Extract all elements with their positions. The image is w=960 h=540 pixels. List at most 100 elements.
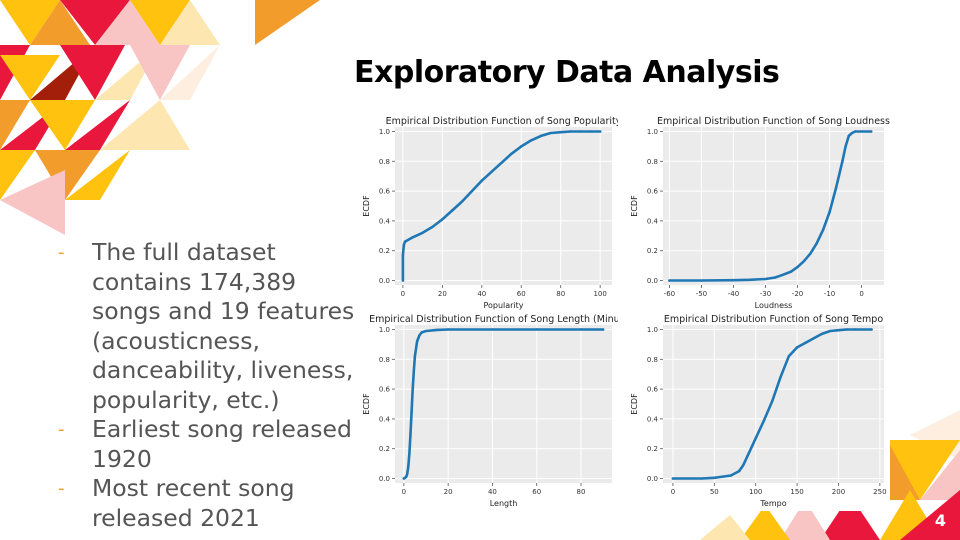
x-tick-label: 100 xyxy=(749,488,762,496)
ecdf-point xyxy=(490,170,493,173)
plot-area xyxy=(395,325,612,483)
x-tick-label: 150 xyxy=(790,488,803,496)
ecdf-point xyxy=(441,218,444,221)
ecdf-point xyxy=(480,179,483,182)
x-tick-label: -20 xyxy=(792,290,803,298)
ecdf-point xyxy=(828,210,831,214)
ecdf-point xyxy=(405,472,409,476)
ecdf-point xyxy=(773,276,777,279)
x-tick-label: 0 xyxy=(859,290,863,298)
x-axis-label: Loudness xyxy=(755,301,793,310)
x-tick-label: -10 xyxy=(824,290,835,298)
y-tick-label: 0.8 xyxy=(647,356,658,364)
ecdf-point xyxy=(771,399,774,403)
y-tick-label: 0.4 xyxy=(647,415,659,423)
chart-length-ecdf: Empirical Distribution Function of Song … xyxy=(360,311,618,511)
y-tick-label: 0.6 xyxy=(379,386,391,394)
ecdf-point xyxy=(401,279,405,282)
ecdf-point xyxy=(535,328,538,331)
ecdf-point xyxy=(598,130,602,133)
ecdf-point xyxy=(424,329,428,333)
chart-popularity-ecdf: Empirical Distribution Function of Song … xyxy=(360,113,618,313)
ecdf-point xyxy=(869,130,873,133)
ecdf-point xyxy=(404,475,408,479)
ecdf-point xyxy=(853,328,857,331)
ecdf-point xyxy=(779,375,782,379)
y-tick-label: 1.0 xyxy=(647,128,658,136)
ecdf-point xyxy=(412,370,416,373)
ecdf-point xyxy=(460,200,464,203)
ecdf-point xyxy=(789,270,793,273)
ecdf-point xyxy=(431,225,434,229)
y-tick-label: 0.2 xyxy=(647,247,658,255)
ecdf-point xyxy=(421,231,424,235)
bullet-item: - Earliest song released 1920 xyxy=(58,415,358,474)
bullet-text: The full dataset contains 174,389 songs … xyxy=(92,238,355,414)
y-tick-label: 1.0 xyxy=(647,326,658,334)
y-tick-label: 1.0 xyxy=(379,128,390,136)
plot-area xyxy=(395,127,612,285)
ecdf-point xyxy=(870,328,873,331)
y-tick-label: 0.8 xyxy=(379,158,390,166)
ecdf-point xyxy=(737,469,741,473)
ecdf-point xyxy=(510,152,513,156)
ecdf-point xyxy=(579,328,583,331)
y-tick-label: 0.4 xyxy=(379,415,391,423)
x-tick-label: 100 xyxy=(593,290,606,298)
y-tick-label: 0.4 xyxy=(379,217,391,225)
x-tick-label: 250 xyxy=(873,488,886,496)
ecdf-point xyxy=(828,329,832,333)
ecdf-point xyxy=(420,331,423,334)
ecdf-point xyxy=(411,236,414,239)
ecdf-point xyxy=(780,274,783,277)
ecdf-series-line xyxy=(401,130,602,282)
x-tick-label: 80 xyxy=(577,488,586,496)
y-tick-label: 1.0 xyxy=(379,326,390,334)
ecdf-point xyxy=(409,432,412,436)
ecdf-point xyxy=(601,328,605,331)
y-axis-label: ECDF xyxy=(630,195,639,217)
ecdf-point xyxy=(559,131,562,134)
x-tick-label: -50 xyxy=(696,290,707,298)
x-tick-label: -40 xyxy=(728,290,739,298)
ecdf-point xyxy=(847,134,850,138)
bullet-text: Most recent song released 2021 xyxy=(92,474,295,532)
y-tick-label: 0.0 xyxy=(379,277,390,285)
bullet-list: - The full dataset contains 174,389 songs… xyxy=(58,238,358,533)
plot-area xyxy=(663,127,884,285)
page-number: 4 xyxy=(934,511,946,530)
x-tick-label: 40 xyxy=(477,290,486,298)
ecdf-point xyxy=(742,463,745,467)
plot-area xyxy=(663,325,884,483)
bullet-dash: - xyxy=(58,478,65,499)
ecdf-point xyxy=(748,278,751,281)
y-tick-label: 0.6 xyxy=(647,386,659,394)
bullet-dash: - xyxy=(58,242,65,263)
ecdf-point xyxy=(700,477,704,480)
ecdf-point xyxy=(860,130,863,133)
ecdf-point xyxy=(411,387,414,391)
ecdf-point xyxy=(418,334,421,337)
ecdf-point xyxy=(410,410,413,413)
x-tick-label: 20 xyxy=(444,488,453,496)
ecdf-point xyxy=(569,130,572,133)
ecdf-point xyxy=(853,130,857,133)
chart-title: Empirical Distribution Function of Song … xyxy=(657,116,890,127)
ecdf-point xyxy=(729,474,733,477)
bullet-dash: - xyxy=(58,419,65,440)
chart-title: Empirical Distribution Function of Song … xyxy=(369,314,618,325)
x-tick-label: 60 xyxy=(517,290,526,298)
ecdf-point xyxy=(754,437,757,440)
bullet-text: Earliest song released 1920 xyxy=(92,415,352,473)
ecdf-point xyxy=(750,446,753,449)
ecdf-point xyxy=(787,355,791,358)
ecdf-point xyxy=(408,451,411,455)
slide-title: Exploratory Data Analysis xyxy=(354,55,780,90)
ecdf-point xyxy=(470,189,474,193)
ecdf-point xyxy=(821,228,825,232)
ecdf-point xyxy=(401,253,405,257)
ecdf-point xyxy=(539,134,543,138)
x-tick-label: 50 xyxy=(710,488,719,496)
ecdf-point xyxy=(732,279,735,282)
ecdf-point xyxy=(589,130,592,133)
